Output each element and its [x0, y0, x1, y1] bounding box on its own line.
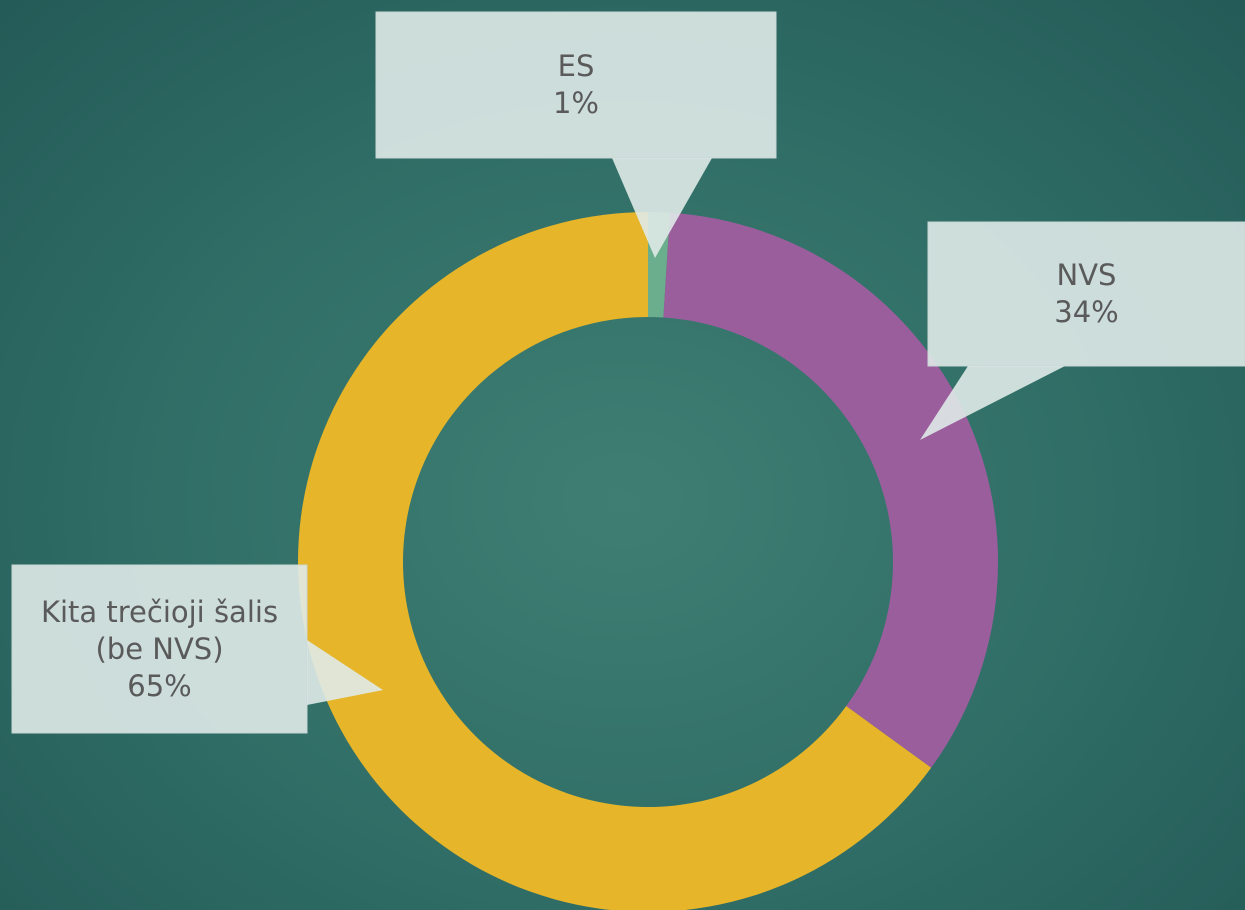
category-label: NVS [1056, 258, 1117, 292]
callout-pointer [612, 158, 712, 258]
callout-box [927, 221, 1245, 367]
callout-box [375, 11, 777, 159]
callout-pointer [307, 640, 383, 705]
callout-pointer [920, 366, 1065, 440]
value-label: 65% [127, 668, 192, 703]
value-label: 1% [552, 86, 599, 120]
category-label: ES [557, 49, 595, 83]
data-label: NVS 34% [928, 222, 1245, 366]
data-label: Kita trečioji šalis (be NVS) 65% [12, 565, 307, 733]
data-label: ES 1% [376, 12, 776, 158]
donut-slice [298, 212, 932, 910]
callout-box [11, 564, 308, 734]
category-label: Kita trečioji šalis (be NVS) [40, 594, 279, 666]
value-label: 34% [1054, 295, 1119, 329]
donut-slice [663, 212, 998, 768]
